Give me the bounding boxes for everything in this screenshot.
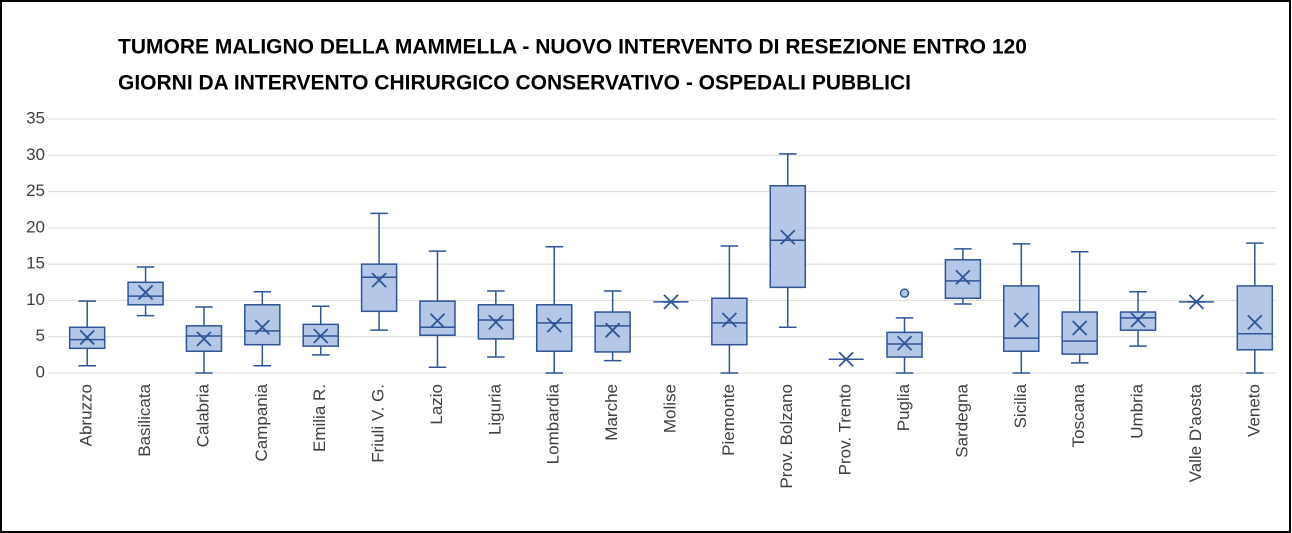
mean-marker [955,269,971,285]
box [477,304,515,340]
mean-marker [79,329,95,346]
box [360,263,398,313]
box [1061,311,1098,355]
x-tick-label: Toscana [1069,383,1088,447]
mean-marker [1130,312,1146,328]
mean-marker [1247,314,1263,330]
box [944,259,982,300]
mean-marker [137,284,154,301]
box [419,300,456,337]
x-tick-label: Puglia [894,383,913,431]
box [1236,285,1274,351]
x-tick-label: Liguria [485,383,504,435]
y-tick-label: 15 [26,254,45,273]
mean-marker [371,272,387,288]
mean-marker [1072,320,1088,336]
x-tick-label: Lombardia [544,383,563,464]
mean-marker [780,229,796,245]
x-tick-label: Molise [660,384,679,433]
y-tick-label: 35 [26,108,45,127]
x-tick-label: Veneto [1244,384,1263,437]
y-tick-label: 5 [36,326,45,345]
x-tick-label: Valle D'aosta [1186,383,1205,482]
x-tick-label: Friuli V. G. [369,384,388,463]
x-tick-label: Sicilia [1011,383,1030,428]
x-tick-label: Calabria [193,383,212,447]
y-tick-label: 20 [26,217,45,236]
mean-marker [1188,294,1205,310]
mean-marker [313,328,329,344]
mean-marker [896,335,913,351]
x-tick-label: Campania [252,383,271,461]
box [1003,285,1040,352]
mean-marker [196,331,212,347]
x-tick-label: Sardegna [952,383,971,457]
x-tick-label: Marche [602,384,621,441]
box [594,311,631,353]
mean-marker [604,322,621,338]
y-tick-label: 0 [36,362,45,381]
box [535,304,573,352]
mean-marker [254,319,270,335]
y-tick-label: 10 [26,290,45,309]
x-tick-label: Prov. Trento [836,384,855,475]
x-tick-label: Umbria [1128,383,1147,438]
x-tick-label: Abruzzo [77,384,96,446]
outlier [899,288,910,298]
mean-marker [663,294,679,310]
chart-title: GIORNI DA INTERVENTO CHIRURGICO CONSERVA… [118,72,911,95]
mean-marker [721,312,738,328]
mean-marker [429,313,446,329]
x-tick-label: Lazio [427,384,446,425]
mean-marker [546,317,562,333]
mean-marker [1013,312,1029,328]
y-tick-label: 30 [26,145,45,164]
mean-marker [488,314,504,330]
box [711,297,748,346]
box [244,304,281,346]
y-tick-label: 25 [26,181,45,200]
chart-title: TUMORE MALIGNO DELLA MAMMELLA - NUOVO IN… [118,36,1027,59]
x-tick-label: Basilicata [135,383,154,456]
x-tick-label: Prov. Bolzano [777,384,796,489]
x-tick-label: Emilia R. [310,384,329,452]
mean-marker [838,351,854,367]
x-tick-label: Piemonte [719,384,738,456]
